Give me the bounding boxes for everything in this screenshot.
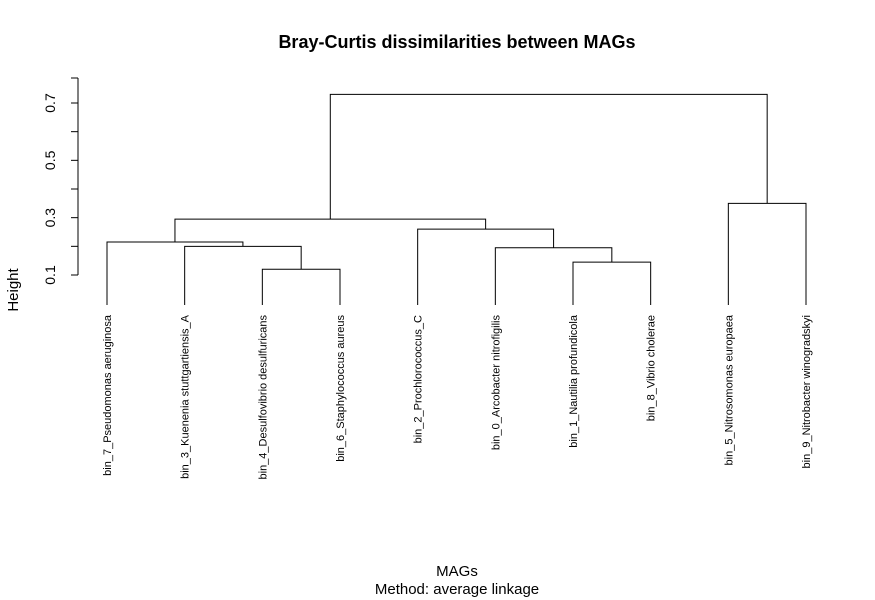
dendrogram-branch xyxy=(329,93,768,220)
leaf-label: bin_3_Kuenenia stuttgartiensis_A xyxy=(180,314,192,479)
y-axis-label: Height xyxy=(5,267,22,311)
y-tick-label: 0.3 xyxy=(42,208,58,228)
leaf-label: bin_2_Prochlorococcus_C xyxy=(413,315,425,443)
y-tick-label: 0.5 xyxy=(42,150,58,170)
leaf-label: bin_0_Arcobacter nitrofigilis xyxy=(490,315,502,451)
dendrogram-branch xyxy=(417,228,555,305)
leaf-label: bin_8_Vibrio cholerae xyxy=(646,315,658,421)
dendrogram-branch xyxy=(106,241,244,305)
dendrogram-branch xyxy=(184,245,302,305)
chart-title: Bray-Curtis dissimilarities between MAGs xyxy=(278,32,635,52)
dendrogram-branches xyxy=(106,93,807,305)
dendrogram-branch xyxy=(261,268,341,305)
y-tick-label: 0.1 xyxy=(42,265,58,285)
chart-subtitle: Method: average linkage xyxy=(375,581,539,598)
leaf-label: bin_5_Nitrosomonas europaea xyxy=(723,314,735,465)
leaf-label: bin_9_Nitrobacter winogradskyi xyxy=(801,315,813,468)
leaf-label: bin_6_Staphylococcus aureus xyxy=(335,315,347,462)
leaf-label: bin_4_Desulfovibrio desulfuricans xyxy=(257,315,269,480)
leaf-label: bin_7_Pseudomonas aeruginosa xyxy=(102,314,114,476)
y-axis: 0.1 0.3 0.5 0.7 xyxy=(42,77,79,285)
x-axis-label: MAGs xyxy=(436,563,478,580)
dendrogram-branch xyxy=(572,261,652,305)
leaf-label: bin_1_Nautilia profundicola xyxy=(568,314,580,448)
dendrogram-branch xyxy=(494,247,613,305)
dendrogram-branch xyxy=(727,202,807,305)
dendrogram-branch xyxy=(174,218,487,243)
y-tick-label: 0.7 xyxy=(42,93,58,113)
leaf-labels: bin_7_Pseudomonas aeruginosa bin_3_Kuenen… xyxy=(102,314,813,479)
